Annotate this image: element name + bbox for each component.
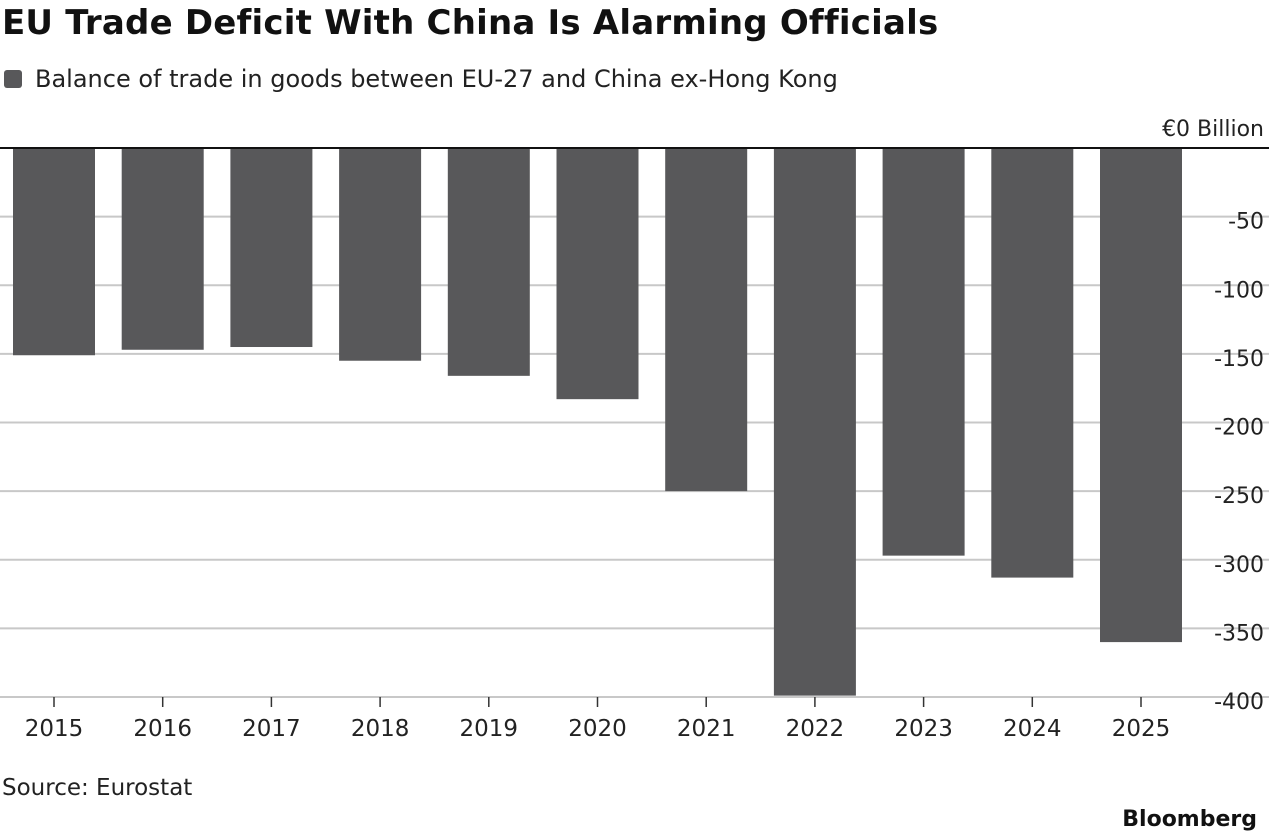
x-tick-label: 2020 [568,716,627,742]
bar-2022 [773,148,856,696]
bar-2023 [882,148,965,556]
brand-logo: Bloomberg [1122,807,1257,832]
bar-2021 [665,148,748,492]
y-tick-label: -100 [1214,278,1264,303]
y-tick-label: -400 [1214,690,1264,715]
y-tick-label: -200 [1214,416,1264,441]
x-tick-label: 2022 [786,716,845,742]
x-tick-label: 2024 [1003,716,1062,742]
bar-2020 [556,148,639,400]
bar-2016 [121,148,204,350]
bar-2017 [230,148,313,348]
legend-label: Balance of trade in goods between EU-27 … [35,65,838,93]
x-tick-label: 2021 [677,716,736,742]
x-tick-label: 2016 [133,716,192,742]
y-tick-label: -250 [1214,484,1264,509]
y-tick-label: €0 Billion [1162,117,1264,142]
x-tick-label: 2018 [351,716,410,742]
y-tick-label: -300 [1214,553,1264,578]
bar-2018 [339,148,422,361]
source-note: Source: Eurostat [2,775,193,801]
bars [13,148,1182,696]
y-tick-label: -150 [1214,347,1264,372]
x-tick-label: 2017 [242,716,301,742]
x-tick-label: 2015 [25,716,84,742]
bar-2015 [13,148,95,356]
bar-2019 [447,148,530,376]
x-tick-label: 2019 [460,716,519,742]
bar-2025 [1100,148,1182,643]
x-tick-label: 2025 [1112,716,1171,742]
y-tick-label: -50 [1228,210,1264,235]
y-axis-ticks: €0 Billion -50 -100 -150 -200 -250 -300 -350 -40… [1162,117,1264,715]
x-axis-ticks: 2015 2016 2017 2018 2019 2020 2021 2022 2023 2024… [25,697,1171,742]
square-swatch-icon [4,70,22,88]
bar-2024 [991,148,1074,578]
legend: Balance of trade in goods between EU-27 … [4,62,838,96]
chart-title: EU Trade Deficit With China Is Alarming … [2,3,939,43]
y-tick-label: -350 [1214,621,1264,646]
x-tick-label: 2023 [894,716,953,742]
